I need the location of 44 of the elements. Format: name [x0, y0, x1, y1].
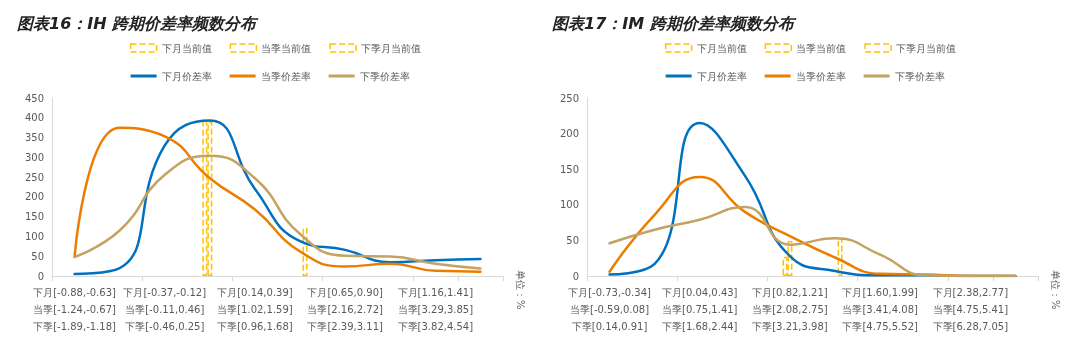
legend-label: 下月价差率 — [161, 70, 212, 82]
y-tick-label: 100 — [559, 199, 579, 211]
legend-label: 下季月当前值 — [361, 42, 422, 54]
y-tick-label: 400 — [24, 112, 44, 124]
chart-title: 图表17：IM 跨期价差率频数分布 — [552, 13, 797, 33]
x-tick-label: 下月[0.04,0.43] 当季[0.75,1.41] 下季[1.68,2.44] — [661, 287, 738, 332]
y-tick-label: 0 — [37, 270, 44, 282]
legend-label: 当季当前值 — [261, 42, 312, 54]
legend-label: 当季价差率 — [795, 70, 846, 82]
x-tick-label: 下月[-0.37,-0.12] 当季[-0.11,0.46] 下季[-0.46,0.25] — [123, 287, 207, 332]
text: 单位：% — [1049, 270, 1061, 310]
y-tick-label: 150 — [559, 163, 579, 175]
y-tick-label: 250 — [559, 92, 579, 104]
legend-label: 下季价差率 — [894, 70, 945, 82]
x-tick-label: 下月[1.60,1.99] 当季[3.41,4.08] 下季[4.75,5.52] — [842, 287, 918, 332]
y-tick-label: 0 — [572, 270, 579, 282]
legend-label: 当季当前值 — [796, 42, 847, 54]
x-tick-label: 下月[-0.88,-0.63] 当季[-1.24,-0.67] 下季[-1.89,-1.18] — [33, 287, 117, 332]
y-tick-label: 150 — [24, 211, 44, 223]
y-tick-label: 300 — [24, 151, 44, 163]
legend-label: 下季价差率 — [359, 70, 410, 82]
legend-label: 当季价差率 — [260, 70, 311, 82]
x-tick-label: 下月[-0.73,-0.34] 当季[-0.59,0.08] 下季[0.14,0.91] — [568, 287, 652, 332]
text: 单位：% — [514, 270, 526, 310]
x-tick-label: 下月[2.38,2.77] 当季[4.75,5.41] 下季[6.28,7.05] — [932, 287, 1009, 332]
legend-label: 下月价差率 — [696, 70, 747, 82]
legend-label: 下月当前值 — [696, 42, 747, 54]
legend-label: 下季月当前值 — [896, 42, 957, 54]
y-tick-label: 50 — [566, 234, 579, 246]
y-tick-label: 200 — [24, 191, 44, 203]
legend-label: 下月当前值 — [161, 42, 212, 54]
y-tick-label: 100 — [24, 230, 44, 242]
chart-title: 图表16：IH 跨期价差率频数分布 — [17, 13, 260, 33]
y-tick-label: 50 — [31, 250, 44, 262]
x-tick-label: 下月[0.14,0.39] 当季[1.02,1.59] 下季[0.96,1.68] — [217, 287, 293, 332]
y-tick-label: 250 — [24, 171, 44, 183]
line-series — [73, 154, 482, 270]
x-tick-label: 下月[0.65,0.90] 当季[2.16,2.72] 下季[2.39,3.11] — [307, 287, 383, 332]
x-tick-label: 下月[0.82,1.21] 当季[2.08,2.75] 下季[3.21,3.98] — [752, 287, 828, 332]
y-tick-label: 450 — [24, 92, 44, 104]
line-series — [608, 205, 1017, 278]
x-tick-label: 下月[1.16,1.41] 当季[3.29,3.85] 下季[3.82,4.54] — [397, 287, 474, 332]
y-tick-label: 350 — [24, 132, 44, 144]
y-tick-label: 200 — [559, 128, 579, 140]
